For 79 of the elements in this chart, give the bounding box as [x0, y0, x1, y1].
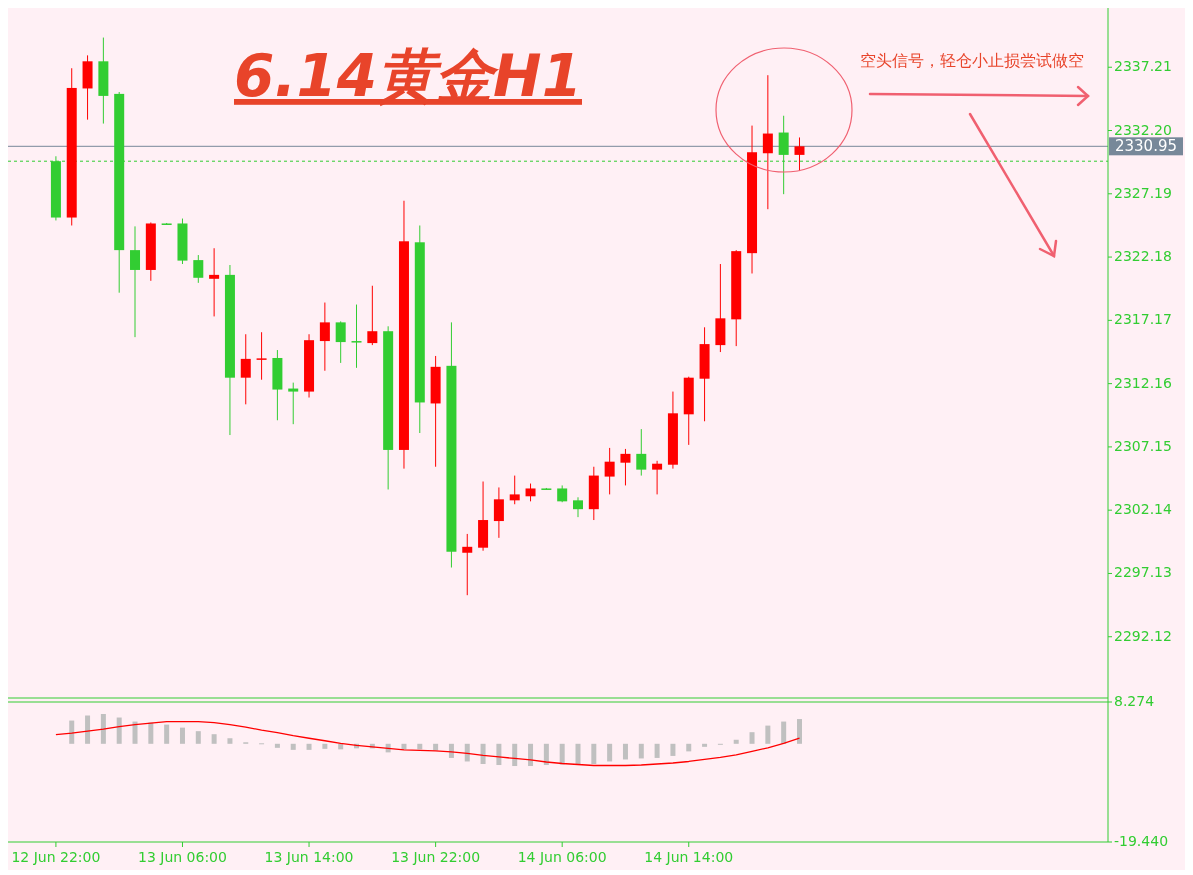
candlestick — [620, 448, 631, 486]
y-tick-label: 2327.19 — [1114, 184, 1172, 201]
bar — [765, 725, 771, 744]
bar — [290, 743, 296, 750]
bar — [622, 743, 628, 760]
bar — [528, 743, 534, 767]
bar — [749, 732, 755, 744]
ref-line-label: 2330.95 — [1114, 136, 1178, 155]
candlestick — [509, 475, 520, 505]
candlestick — [493, 486, 504, 539]
bar — [686, 743, 692, 752]
bar — [480, 743, 486, 764]
y-tick-label: 8.274 — [1114, 693, 1155, 709]
bar — [702, 743, 708, 747]
x-tick-label: 14 Jun 14:00 — [644, 849, 734, 865]
line-series — [55, 720, 801, 767]
bar — [306, 743, 312, 750]
candlestick — [762, 74, 773, 210]
bar — [575, 743, 581, 766]
y-tick-label: 2332.20 — [1114, 121, 1172, 138]
bar — [433, 743, 439, 751]
x-tick-label: 14 Jun 06:00 — [517, 849, 607, 865]
candlestick — [351, 304, 362, 369]
y-tick-label: 2322.18 — [1114, 248, 1172, 265]
candlestick — [636, 428, 647, 477]
candlestick — [335, 320, 346, 364]
bar — [543, 743, 549, 766]
annotation: 空头信号，轻仓小止损尝试做空 — [860, 51, 1084, 70]
bar — [164, 724, 170, 744]
y-tick-label: 2317.17 — [1114, 311, 1172, 328]
bar — [512, 743, 518, 767]
y-tick-label: 2312.16 — [1114, 374, 1172, 391]
candlestick — [288, 382, 299, 425]
bar — [607, 743, 613, 762]
bar — [670, 743, 676, 756]
y-tick-label: 2297.13 — [1114, 564, 1172, 581]
bar — [69, 720, 75, 744]
bar — [638, 743, 644, 759]
x-tick-label: 12 Jun 22:00 — [11, 849, 101, 865]
bar — [85, 715, 91, 744]
candlestick — [319, 302, 330, 372]
bar — [179, 727, 185, 744]
candlestick — [256, 331, 267, 381]
candlestick — [652, 460, 663, 495]
text: 6.14黄金H1 — [234, 42, 582, 110]
bar — [148, 722, 154, 744]
bar — [796, 719, 802, 744]
bar — [211, 734, 217, 744]
x-tick-label: 13 Jun 22:00 — [391, 849, 481, 865]
bar — [654, 743, 660, 758]
candlestick — [367, 285, 378, 346]
candlestick — [794, 136, 805, 172]
y-tick-label: -19.440 — [1114, 833, 1169, 849]
candlestick — [604, 447, 615, 495]
candlestick — [209, 247, 220, 317]
candlestick — [130, 225, 141, 338]
candlestick — [193, 254, 204, 284]
x-tick-label: 13 Jun 14:00 — [264, 849, 354, 865]
candlestick — [240, 333, 251, 405]
bar — [195, 731, 201, 744]
y-tick-label: 2292.12 — [1114, 627, 1172, 644]
bar — [781, 721, 787, 744]
x-tick-label: 13 Jun 06:00 — [138, 849, 227, 865]
bar — [132, 721, 138, 744]
y-tick-label: 2337.21 — [1114, 58, 1172, 75]
bar — [116, 717, 122, 744]
bar — [733, 739, 739, 744]
y-tick-label: 2302.14 — [1114, 501, 1172, 518]
bar — [496, 743, 502, 766]
candlestick — [462, 533, 473, 596]
bar — [464, 743, 470, 762]
bar — [322, 743, 328, 749]
y-tick-label: 2307.15 — [1114, 437, 1172, 454]
bar — [100, 713, 106, 744]
bar — [591, 743, 597, 764]
bar — [274, 743, 280, 748]
bar — [559, 743, 565, 765]
bar — [227, 738, 233, 744]
candlestick — [573, 496, 583, 518]
